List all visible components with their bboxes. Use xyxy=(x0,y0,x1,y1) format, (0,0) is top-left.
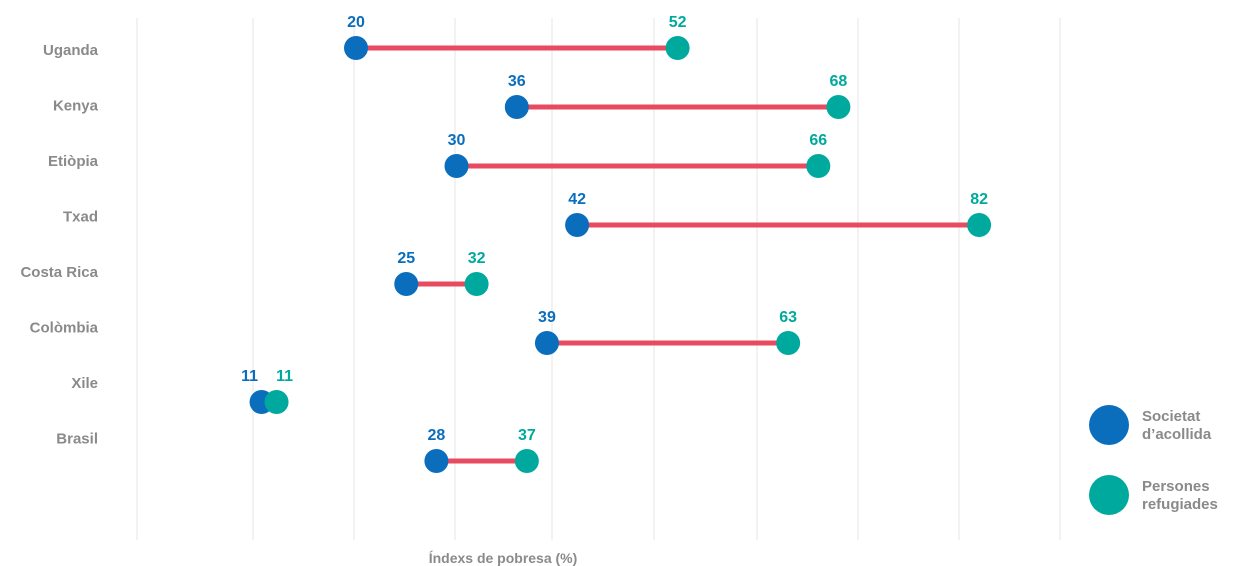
country-label: Xile xyxy=(71,375,98,392)
value-label-societat: 25 xyxy=(397,250,415,267)
row-uganda: Uganda 20 52 xyxy=(43,14,690,60)
row-colòmbia: Colòmbia 39 63 xyxy=(30,309,801,355)
dot-refugiades xyxy=(806,154,831,178)
row-costa-rica: Costa Rica 25 32 xyxy=(20,250,489,296)
value-label-refugiades: 32 xyxy=(468,250,486,267)
dot-refugiades xyxy=(776,331,801,355)
row-brasil: Brasil 28 37 xyxy=(56,427,539,473)
value-label-refugiades: 63 xyxy=(779,309,797,326)
legend-marker xyxy=(1089,475,1129,515)
country-label: Costa Rica xyxy=(20,264,98,281)
dot-societat xyxy=(565,213,590,237)
value-label-refugiades: 37 xyxy=(518,427,536,444)
legend-label-line1: Persones xyxy=(1142,478,1210,495)
value-label-societat: 28 xyxy=(428,427,446,444)
row-etiòpia: Etiòpia 30 66 xyxy=(48,132,831,178)
legend-label-line2: refugiades xyxy=(1142,496,1218,513)
dot-refugiades xyxy=(464,272,489,296)
row-xile: Xile 11 11 xyxy=(71,368,293,414)
value-label-refugiades: 68 xyxy=(830,73,848,90)
value-label-societat: 39 xyxy=(538,309,556,326)
value-label-refugiades: 11 xyxy=(276,368,293,385)
legend-label-line1: Societat xyxy=(1142,408,1200,425)
x-axis-label: Índexs de pobresa (%) xyxy=(429,550,578,566)
dot-refugiades xyxy=(514,449,539,473)
legend-marker xyxy=(1089,405,1129,445)
grid-lines xyxy=(136,18,1061,540)
value-label-societat: 36 xyxy=(508,73,526,90)
value-label-refugiades: 66 xyxy=(809,132,827,149)
dot-societat xyxy=(394,272,419,296)
dot-refugiades xyxy=(826,95,851,119)
dot-refugiades xyxy=(264,390,289,414)
dot-refugiades xyxy=(967,213,992,237)
dot-societat xyxy=(504,95,529,119)
row-txad: Txad 42 82 xyxy=(63,191,992,237)
country-label: Brasil xyxy=(56,431,98,448)
dot-societat xyxy=(424,449,449,473)
value-label-societat: 11 xyxy=(241,368,258,385)
value-label-refugiades: 52 xyxy=(669,14,687,31)
country-label: Kenya xyxy=(53,98,99,115)
value-label-societat: 20 xyxy=(347,14,365,31)
country-label: Etiòpia xyxy=(48,153,99,170)
dot-societat xyxy=(444,154,469,178)
country-label: Uganda xyxy=(43,42,99,59)
chart-rows: Uganda 20 52 Kenya 36 68 Etiòpia 30 66 Txad 42 82 Co… xyxy=(20,14,992,473)
value-label-refugiades: 82 xyxy=(970,191,988,208)
country-label: Txad xyxy=(63,209,98,226)
row-kenya: Kenya 36 68 xyxy=(53,73,851,119)
dot-societat xyxy=(344,36,368,60)
country-label: Colòmbia xyxy=(30,320,99,337)
dot-refugiades xyxy=(665,36,690,60)
value-label-societat: 42 xyxy=(568,191,586,208)
legend-label-line2: d’acollida xyxy=(1142,426,1212,443)
value-label-societat: 30 xyxy=(448,132,466,149)
dot-societat xyxy=(534,331,559,355)
